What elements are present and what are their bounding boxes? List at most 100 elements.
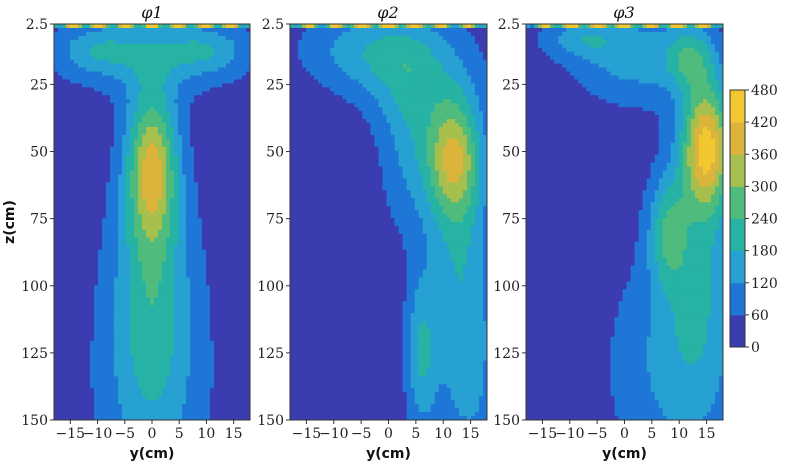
heatmap-cell — [226, 214, 231, 219]
heatmap-cell — [114, 146, 119, 152]
heatmap-cell — [98, 202, 103, 207]
heatmap-cell — [58, 360, 63, 366]
heatmap-cell — [190, 392, 195, 397]
heatmap-cell — [158, 285, 163, 291]
heatmap-cell — [210, 305, 215, 310]
panel-1: φ1 — [53, 3, 251, 421]
heatmap-cell — [170, 170, 175, 176]
heatmap-cell — [150, 79, 155, 85]
heatmap-cell — [70, 119, 75, 124]
heatmap-cell — [218, 198, 223, 203]
heatmap-cell — [102, 412, 107, 417]
heatmap-cell — [58, 245, 63, 251]
heatmap-cell — [70, 309, 75, 314]
heatmap-cell — [138, 356, 143, 362]
heatmap-cell — [138, 412, 143, 417]
heatmap-cell — [82, 372, 87, 378]
heatmap-cell — [202, 301, 207, 306]
heatmap-cell — [86, 301, 91, 306]
heatmap-cell — [126, 336, 131, 342]
heatmap-cell — [158, 47, 163, 53]
heatmap-cell — [130, 356, 135, 362]
heatmap-cell — [370, 27, 376, 33]
heatmap-cell — [158, 328, 163, 334]
heatmap-cell — [90, 123, 95, 128]
heatmap-cell — [154, 332, 159, 338]
heatmap-cell — [110, 328, 115, 334]
heatmap-cell — [158, 138, 163, 144]
heatmap-cell — [194, 408, 199, 413]
heatmap-cell — [166, 186, 171, 192]
heatmap-cell — [146, 31, 151, 37]
heatmap-cell — [146, 222, 151, 227]
heatmap-cell — [146, 305, 151, 310]
heatmap-cell — [158, 289, 163, 294]
heatmap-cell — [226, 198, 231, 203]
heatmap-cell — [182, 412, 187, 417]
heatmap-cell — [226, 225, 231, 231]
heatmap-cell — [198, 210, 203, 215]
heatmap-cell — [230, 198, 235, 203]
heatmap-cell — [86, 340, 91, 346]
heatmap-cell — [138, 51, 143, 57]
heatmap-cell — [122, 328, 127, 334]
heatmap-cell — [70, 305, 75, 310]
heatmap-cell — [142, 39, 147, 45]
heatmap-cell — [186, 396, 191, 401]
heatmap-cell — [122, 305, 127, 310]
heatmap-cell — [134, 332, 139, 338]
heatmap-cell — [202, 324, 207, 330]
heatmap-cell — [66, 364, 71, 370]
heatmap-cell — [118, 225, 123, 231]
heatmap-cell — [74, 249, 79, 255]
heatmap-cell — [238, 67, 243, 73]
heatmap-cell — [234, 344, 239, 350]
heatmap-cell — [62, 198, 67, 203]
heatmap-cell — [154, 31, 159, 37]
heatmap-cell — [134, 24, 139, 29]
heatmap-cell — [214, 317, 219, 322]
heatmap-cell — [126, 412, 131, 417]
heatmap-cell — [162, 305, 167, 310]
heatmap-cell — [150, 47, 155, 53]
heatmap-cell — [58, 313, 63, 318]
heatmap-cell — [126, 233, 131, 239]
heatmap-cell — [126, 190, 131, 195]
heatmap-cell — [246, 130, 250, 136]
heatmap-cell — [222, 321, 227, 326]
heatmap-cell — [126, 356, 131, 362]
heatmap-cell — [190, 206, 195, 211]
heatmap-cell — [222, 31, 227, 37]
heatmap-cell — [98, 277, 103, 283]
heatmap-cell — [246, 162, 250, 168]
heatmap-cell — [134, 301, 139, 306]
heatmap-cell — [178, 198, 183, 203]
heatmap-cell — [234, 174, 239, 180]
heatmap-cell — [62, 321, 67, 326]
heatmap-cell — [170, 348, 175, 354]
heatmap-cell — [62, 340, 67, 346]
heatmap-cell — [154, 372, 159, 378]
heatmap-cell — [162, 190, 167, 195]
heatmap-cell — [142, 79, 147, 85]
heatmap-cell — [226, 328, 231, 334]
heatmap-cell — [114, 214, 119, 219]
heatmap-cell — [86, 79, 91, 85]
heatmap-cell — [210, 269, 215, 275]
heatmap-cell — [78, 174, 83, 180]
heatmap-cell — [242, 245, 247, 251]
heatmap-cell — [78, 384, 83, 390]
heatmap-cell — [234, 293, 239, 298]
heatmap-cell — [186, 107, 191, 112]
heatmap-cell — [102, 95, 107, 100]
heatmap-cell — [186, 321, 191, 326]
heatmap-cell — [214, 289, 219, 294]
heatmap-cell — [222, 376, 227, 382]
heatmap-cell — [98, 182, 103, 188]
heatmap-cell — [58, 206, 63, 211]
heatmap-cell — [138, 344, 143, 350]
heatmap-cell — [162, 158, 167, 164]
heatmap-cell — [198, 412, 203, 417]
heatmap-cell — [150, 99, 155, 104]
heatmap-cell — [166, 281, 171, 287]
